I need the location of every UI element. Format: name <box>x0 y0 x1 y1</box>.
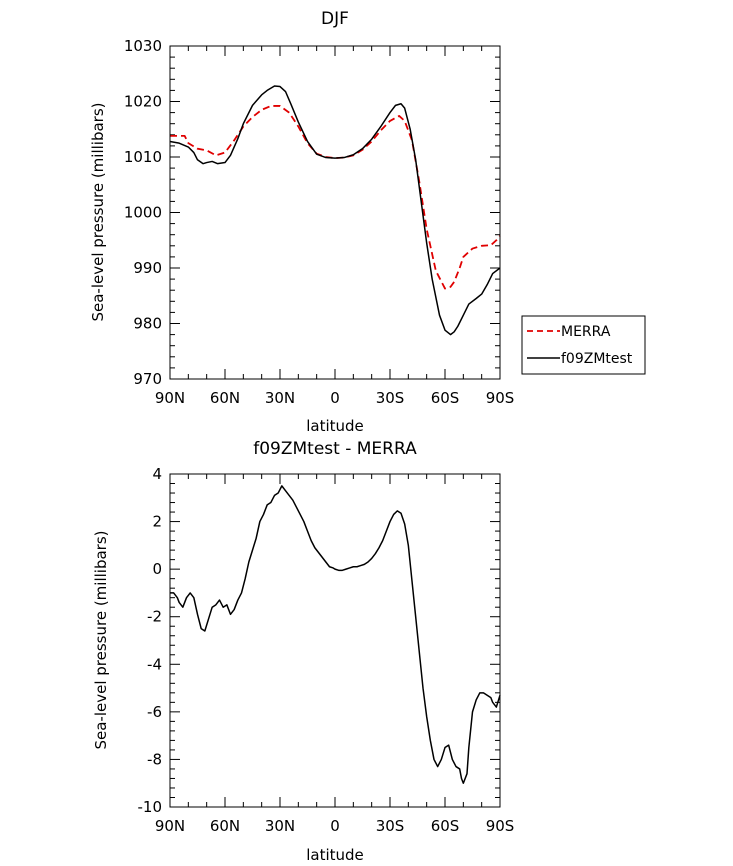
y-tick-label: -8 <box>147 750 162 768</box>
series-line-f09zmtest <box>169 85 501 336</box>
x-tick-label: 60S <box>431 817 460 835</box>
x-axis-label: latitude <box>306 846 364 864</box>
y-tick-label: -6 <box>147 703 162 721</box>
y-tick-label: 4 <box>152 465 162 483</box>
x-tick-label: 60S <box>431 389 460 407</box>
y-tick-label: -4 <box>147 655 162 673</box>
chart-panel-difference: f09ZMtest - MERRA 90N 60N 30N 0 30S 60S 90S -1… <box>92 439 514 864</box>
y-tick-labels: 970 980 990 1000 1010 1020 1030 <box>124 37 162 388</box>
y-tick-labels: -10 -8 -6 -4 -2 0 2 4 <box>138 465 163 816</box>
x-tick-label: 60N <box>210 817 240 835</box>
chart-title: DJF <box>321 9 349 29</box>
series-line-difference <box>170 485 501 784</box>
tick-marks <box>169 473 501 808</box>
y-tick-label: 980 <box>133 315 162 333</box>
series-group <box>170 485 501 784</box>
y-tick-label: -2 <box>147 608 162 626</box>
legend-label-merra: MERRA <box>561 324 611 340</box>
x-tick-label: 90S <box>486 817 515 835</box>
tick-marks <box>169 45 501 380</box>
x-tick-label: 30S <box>376 817 405 835</box>
x-tick-label: 90N <box>155 817 185 835</box>
series-line-merra <box>170 105 501 290</box>
y-tick-label: 1020 <box>124 93 162 111</box>
series-group <box>169 85 501 336</box>
y-tick-label: 1010 <box>124 148 162 166</box>
x-tick-labels: 90N 60N 30N 0 30S 60S 90S <box>155 817 514 835</box>
x-tick-label: 0 <box>330 817 340 835</box>
y-tick-label: 970 <box>133 370 162 388</box>
legend-label-f09zmtest: f09ZMtest <box>561 351 633 367</box>
x-tick-labels: 90N 60N 30N 0 30S 60S 90S <box>155 389 514 407</box>
y-tick-label: 0 <box>152 560 162 578</box>
chart-title: f09ZMtest - MERRA <box>253 439 417 459</box>
x-tick-label: 30N <box>265 817 295 835</box>
y-tick-label: 1030 <box>124 37 162 55</box>
legend-box <box>521 315 646 375</box>
plot-frame <box>169 45 501 380</box>
x-tick-label: 90S <box>486 389 515 407</box>
y-tick-label: -10 <box>138 798 163 816</box>
y-axis-label: Sea-level pressure (millibars) <box>92 530 110 749</box>
x-axis-label: latitude <box>306 417 364 435</box>
y-tick-label: 990 <box>133 259 162 277</box>
x-tick-label: 60N <box>210 389 240 407</box>
y-axis-label: Sea-level pressure (millibars) <box>89 102 107 321</box>
x-tick-label: 0 <box>330 389 340 407</box>
chart-panel-djf: DJF 90N 60N 30N 0 30S 60S 90S 970 980 990 1000 101… <box>89 9 646 435</box>
legend: MERRA f09ZMtest <box>521 315 646 375</box>
x-tick-label: 30S <box>376 389 405 407</box>
x-tick-label: 90N <box>155 389 185 407</box>
y-tick-label: 2 <box>152 513 162 531</box>
x-tick-label: 30N <box>265 389 295 407</box>
y-tick-label: 1000 <box>124 204 162 222</box>
plot-frame <box>169 473 501 808</box>
